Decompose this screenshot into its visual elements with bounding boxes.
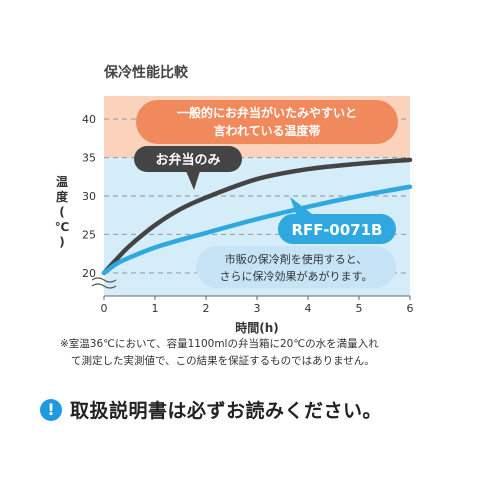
warning-message: ! 取扱説明書は必ずお読みください。 bbox=[40, 396, 382, 423]
y-tick-label-40: 40 bbox=[82, 113, 96, 126]
bento-only-pointer bbox=[186, 171, 200, 190]
cooler-tip-bubble bbox=[196, 246, 396, 288]
cooler-tip-text-1: 市販の保冷剤を使用すると、 bbox=[225, 252, 368, 266]
x-tick-label-6: 6 bbox=[407, 302, 414, 315]
warning-text: 取扱説明書は必ずお読みください。 bbox=[70, 400, 383, 422]
axis-break-mark-1 bbox=[91, 277, 117, 283]
bento-only-bubble bbox=[134, 146, 242, 172]
exclamation-icon: ! bbox=[40, 398, 62, 421]
chart-title: 保冷性能比較 bbox=[104, 65, 188, 81]
note-line-2: て測定した実測値で、この結果を保証するものではありません。 bbox=[71, 355, 375, 367]
y-tick-label-30: 30 bbox=[82, 190, 96, 203]
danger-zone-text-2: 言われている温度帯 bbox=[213, 123, 320, 138]
series-line-1 bbox=[101, 184, 413, 276]
x-tick-label-5: 5 bbox=[356, 302, 363, 315]
y-tick-label-35: 35 bbox=[82, 152, 96, 165]
y-tick-label-25: 25 bbox=[82, 228, 96, 241]
y-tick-label-20: 20 bbox=[82, 267, 96, 280]
series-line-0 bbox=[101, 157, 413, 276]
x-axis-label: 時間(h) bbox=[235, 320, 279, 335]
x-tick-label-1: 1 bbox=[152, 302, 159, 315]
x-tick-label-4: 4 bbox=[305, 302, 312, 315]
x-tick-label-0: 0 bbox=[101, 302, 108, 315]
rff-bubble bbox=[278, 214, 396, 244]
danger-zone-bubble bbox=[136, 100, 398, 144]
x-tick-label-2: 2 bbox=[203, 302, 210, 315]
bento-only-label: お弁当のみ bbox=[155, 152, 220, 168]
rff-label: RFF-0071B bbox=[292, 221, 383, 239]
axis-break-mark-2 bbox=[91, 283, 117, 289]
measurement-note: ※室温36℃において、容量1100mlの弁当箱に20℃の水を満量入れ て測定した… bbox=[60, 336, 440, 370]
note-line-1: ※室温36℃において、容量1100mlの弁当箱に20℃の水を満量入れ bbox=[60, 338, 379, 350]
danger-zone-text-1: 一般的にお弁当がいたみやすいと bbox=[177, 105, 357, 120]
y-axis-label: 温度(℃) bbox=[55, 175, 70, 249]
rff-pointer bbox=[290, 197, 312, 214]
x-tick-label-3: 3 bbox=[254, 302, 261, 315]
cooler-tip-text-2: さらに保冷効果があがります。 bbox=[220, 269, 373, 283]
